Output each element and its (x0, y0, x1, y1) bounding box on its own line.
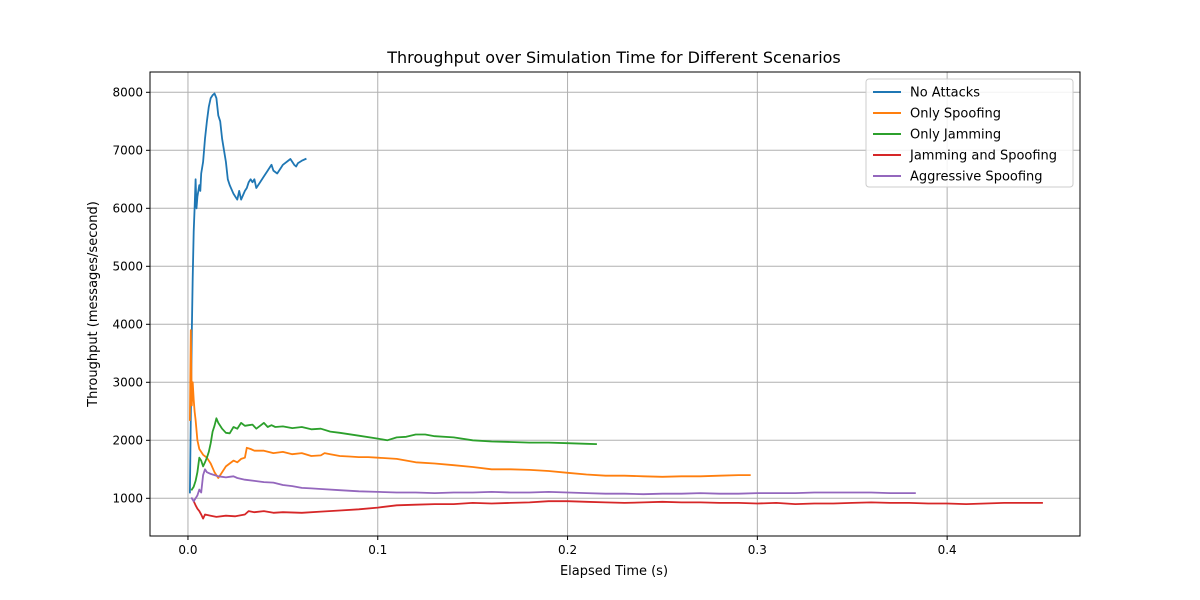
y-tick-label: 8000 (112, 85, 143, 99)
series-line-only-spoofing (188, 329, 751, 479)
legend: No Attacks Only Spoofing Only Jamming Jammi… (865, 78, 1074, 188)
x-axis-label: Elapsed Time (s) (560, 564, 668, 579)
x-tick-label: 0.3 (748, 543, 767, 557)
y-axis-label: Throughput (messages/second) (86, 201, 101, 408)
x-axis-ticks: 0.0 0.1 0.2 0.3 0.4 (178, 536, 957, 557)
x-tick-label: 0.2 (558, 543, 577, 557)
y-tick-label: 4000 (112, 317, 143, 331)
legend-box (865, 78, 1074, 188)
series-line-only-jamming (190, 417, 597, 491)
y-tick-label: 7000 (112, 143, 143, 157)
series-line-jamming-and-spoofing (192, 500, 1043, 520)
x-tick-label: 0.1 (368, 543, 387, 557)
legend-label-only-spoofing: Only Spoofing (910, 107, 1001, 122)
legend-label-aggressive-spoofing: Aggressive Spoofing (910, 170, 1043, 185)
chart-title: Throughput over Simulation Time for Diff… (386, 48, 841, 67)
y-tick-label: 6000 (112, 201, 143, 215)
series-line-no-attacks (188, 92, 307, 494)
y-axis-ticks: 1000 2000 3000 4000 5000 6000 7000 8000 (112, 85, 150, 505)
y-tick-label: 2000 (112, 433, 143, 447)
grid-lines (150, 72, 1080, 536)
y-tick-label: 3000 (112, 375, 143, 389)
x-tick-label: 0.4 (938, 543, 957, 557)
plot-frame (149, 71, 1081, 537)
y-tick-label: 5000 (112, 259, 143, 273)
legend-label-no-attacks: No Attacks (910, 86, 980, 101)
series-line-aggressive-spoofing (190, 468, 916, 503)
x-tick-label: 0.0 (178, 543, 197, 557)
y-tick-label: 1000 (112, 491, 143, 505)
legend-label-jamming-and-spoofing: Jamming and Spoofing (909, 149, 1057, 164)
legend-label-only-jamming: Only Jamming (910, 128, 1001, 143)
series-lines (188, 92, 1043, 520)
